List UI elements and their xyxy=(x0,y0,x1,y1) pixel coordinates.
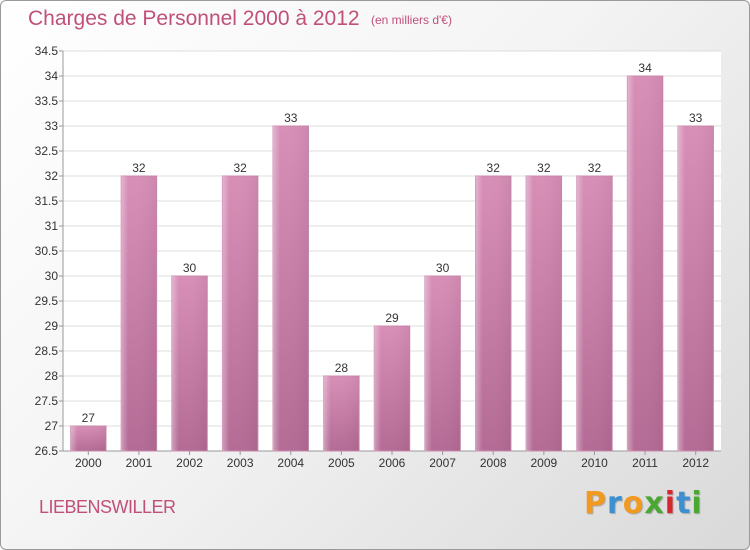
y-tick-label: 33 xyxy=(45,119,59,133)
logo-letter: t xyxy=(676,486,692,521)
bar-value-label: 32 xyxy=(487,161,501,175)
city-name: LIEBENSWILLER xyxy=(39,497,176,517)
y-tick-label: 31.5 xyxy=(35,194,59,208)
y-tick-label: 34.5 xyxy=(35,44,59,58)
bar-highlight xyxy=(273,126,309,451)
x-tick-label: 2009 xyxy=(530,456,557,470)
logo-letter: x xyxy=(644,486,665,521)
logo-letter: r xyxy=(607,486,623,521)
x-tick-label: 2007 xyxy=(429,456,456,470)
x-tick-label: 2003 xyxy=(227,456,254,470)
y-tick-label: 30.5 xyxy=(35,244,59,258)
y-tick-label: 33.5 xyxy=(35,94,59,108)
y-tick-label: 31 xyxy=(45,219,59,233)
bar-value-label: 32 xyxy=(588,161,602,175)
bar-highlight xyxy=(374,326,410,451)
bar-value-label: 30 xyxy=(436,261,450,275)
bar-value-label: 32 xyxy=(233,161,247,175)
y-tick-label: 27 xyxy=(45,419,59,433)
bar-highlight xyxy=(576,176,613,451)
x-tick-label: 2005 xyxy=(328,456,355,470)
proxiti-logo: Proxiti xyxy=(584,486,703,521)
y-tick-label: 28.5 xyxy=(35,344,59,358)
logo-letter: i xyxy=(691,486,703,521)
x-tick-label: 2008 xyxy=(480,456,507,470)
bar-value-label: 32 xyxy=(132,161,146,175)
bar-value-label: 34 xyxy=(638,61,652,75)
x-tick-label: 2002 xyxy=(176,456,203,470)
x-tick-label: 2010 xyxy=(581,456,608,470)
bar-highlight xyxy=(171,276,208,451)
bar-highlight xyxy=(70,426,107,451)
y-tick-label: 28 xyxy=(45,369,59,383)
bar-value-label: 32 xyxy=(537,161,551,175)
y-tick-label: 32 xyxy=(45,169,59,183)
chart-subtitle: (en milliers d'€) xyxy=(371,13,452,27)
bar-value-label: 33 xyxy=(689,111,703,125)
y-tick-label: 27.5 xyxy=(35,394,59,408)
logo-letter: i xyxy=(664,486,677,521)
bar-highlight xyxy=(323,376,360,451)
chart-title: Charges de Personnel 2000 à 2012 xyxy=(28,7,360,30)
bar-value-label: 28 xyxy=(335,361,349,375)
x-tick-label: 2011 xyxy=(632,456,658,470)
x-tick-label: 2006 xyxy=(379,456,406,470)
y-tick-label: 29 xyxy=(45,319,59,333)
logo-letter: P xyxy=(584,486,607,521)
bar-highlight xyxy=(526,176,562,451)
bar-highlight xyxy=(121,176,157,451)
bar-highlight xyxy=(475,176,511,451)
y-tick-label: 30 xyxy=(45,269,59,283)
bar-value-label: 33 xyxy=(284,111,298,125)
bar-highlight xyxy=(222,176,258,451)
x-tick-label: 2001 xyxy=(126,456,153,470)
y-tick-label: 29.5 xyxy=(35,294,59,308)
y-tick-label: 34 xyxy=(45,69,59,83)
y-tick-label: 26.5 xyxy=(35,444,59,458)
bar-value-label: 29 xyxy=(385,311,399,325)
bar-highlight xyxy=(424,276,461,451)
x-tick-label: 2012 xyxy=(682,456,709,470)
x-tick-label: 2004 xyxy=(277,456,304,470)
bar-highlight xyxy=(677,126,714,451)
y-tick-label: 32.5 xyxy=(35,144,59,158)
bar-value-label: 30 xyxy=(183,261,197,275)
bar-highlight xyxy=(627,76,663,451)
x-tick-label: 2000 xyxy=(75,456,102,470)
bar-value-label: 27 xyxy=(82,411,96,425)
logo-letter: o xyxy=(622,486,645,521)
